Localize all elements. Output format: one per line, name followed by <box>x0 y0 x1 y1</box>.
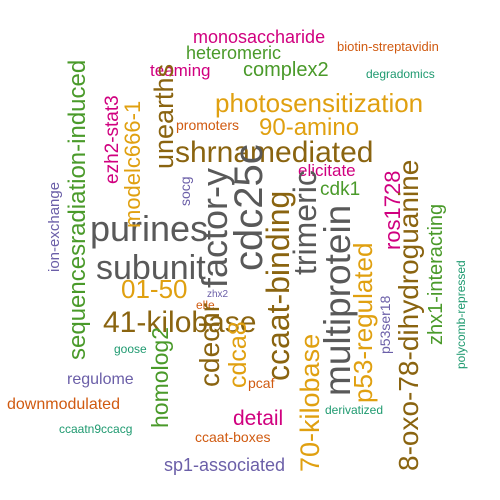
word-photosensitization: photosensitization <box>215 88 424 118</box>
word-shrnamediated: shrnamediated <box>175 136 374 169</box>
word-cdk1: cdk1 <box>320 179 361 200</box>
word-41-kilobase: 41-kilobase <box>103 306 257 339</box>
word-elle: elle <box>196 298 215 312</box>
word-biotin-streptavidin: biotin-streptavidin <box>337 39 439 54</box>
word-ccaatn9ccacg: ccaatn9ccacg <box>59 422 133 436</box>
word-elicitate: elicitate <box>298 161 356 180</box>
word-socg: socg <box>177 176 193 206</box>
word-p53-regulated: p53-regulated <box>348 242 378 403</box>
word-ccaat-boxes: ccaat-boxes <box>195 429 271 445</box>
word-goose: goose <box>114 342 147 356</box>
word-sequencesradiation-induced: sequencesradiation-induced <box>64 59 91 360</box>
word-8-oxo-78-dihydroguanine: 8-oxo-78-dihydroguanine <box>393 159 424 471</box>
word-polycomb-repressed: polycomb-repressed <box>454 260 468 369</box>
word-degradomics: degradomics <box>366 67 435 81</box>
word-subunit: subunit <box>96 249 206 287</box>
word-cdca8: cdca8 <box>224 321 252 388</box>
word-zhx2: zhx2 <box>207 289 229 300</box>
word-derivatized: derivatized <box>325 403 384 417</box>
word-modelc666-1: modelc666-1 <box>120 100 145 228</box>
word-90-amino: 90-amino <box>259 114 360 141</box>
word-01-50: 01-50 <box>121 274 188 304</box>
word-unearths: unearths <box>149 63 179 169</box>
word-cdechr: cdechr <box>194 302 225 387</box>
word-ion-exchange: ion-exchange <box>46 181 63 272</box>
word-detail: detail <box>233 407 284 430</box>
word-homolog2: homolog2 <box>147 326 173 428</box>
word-regulome: regulome <box>67 371 134 388</box>
word-70-kilobase: 70-kilobase <box>295 333 325 472</box>
word-heteromeric: heteromeric <box>186 43 282 63</box>
word-teaming: teaming <box>150 61 211 80</box>
word-downmodulated: downmodulated <box>7 396 120 413</box>
word-monosaccharide: monosaccharide <box>193 27 326 47</box>
word-p53ser18: p53ser18 <box>377 295 393 354</box>
word-promoters: promoters <box>176 117 240 133</box>
word-sp1-associated: sp1-associated <box>164 455 286 475</box>
word-complex2: complex2 <box>243 59 329 81</box>
word-pcaf: pcaf <box>248 375 275 391</box>
word-zhx1-interacting: zhx1-interacting <box>425 203 447 345</box>
word-purines: purines <box>90 208 209 249</box>
